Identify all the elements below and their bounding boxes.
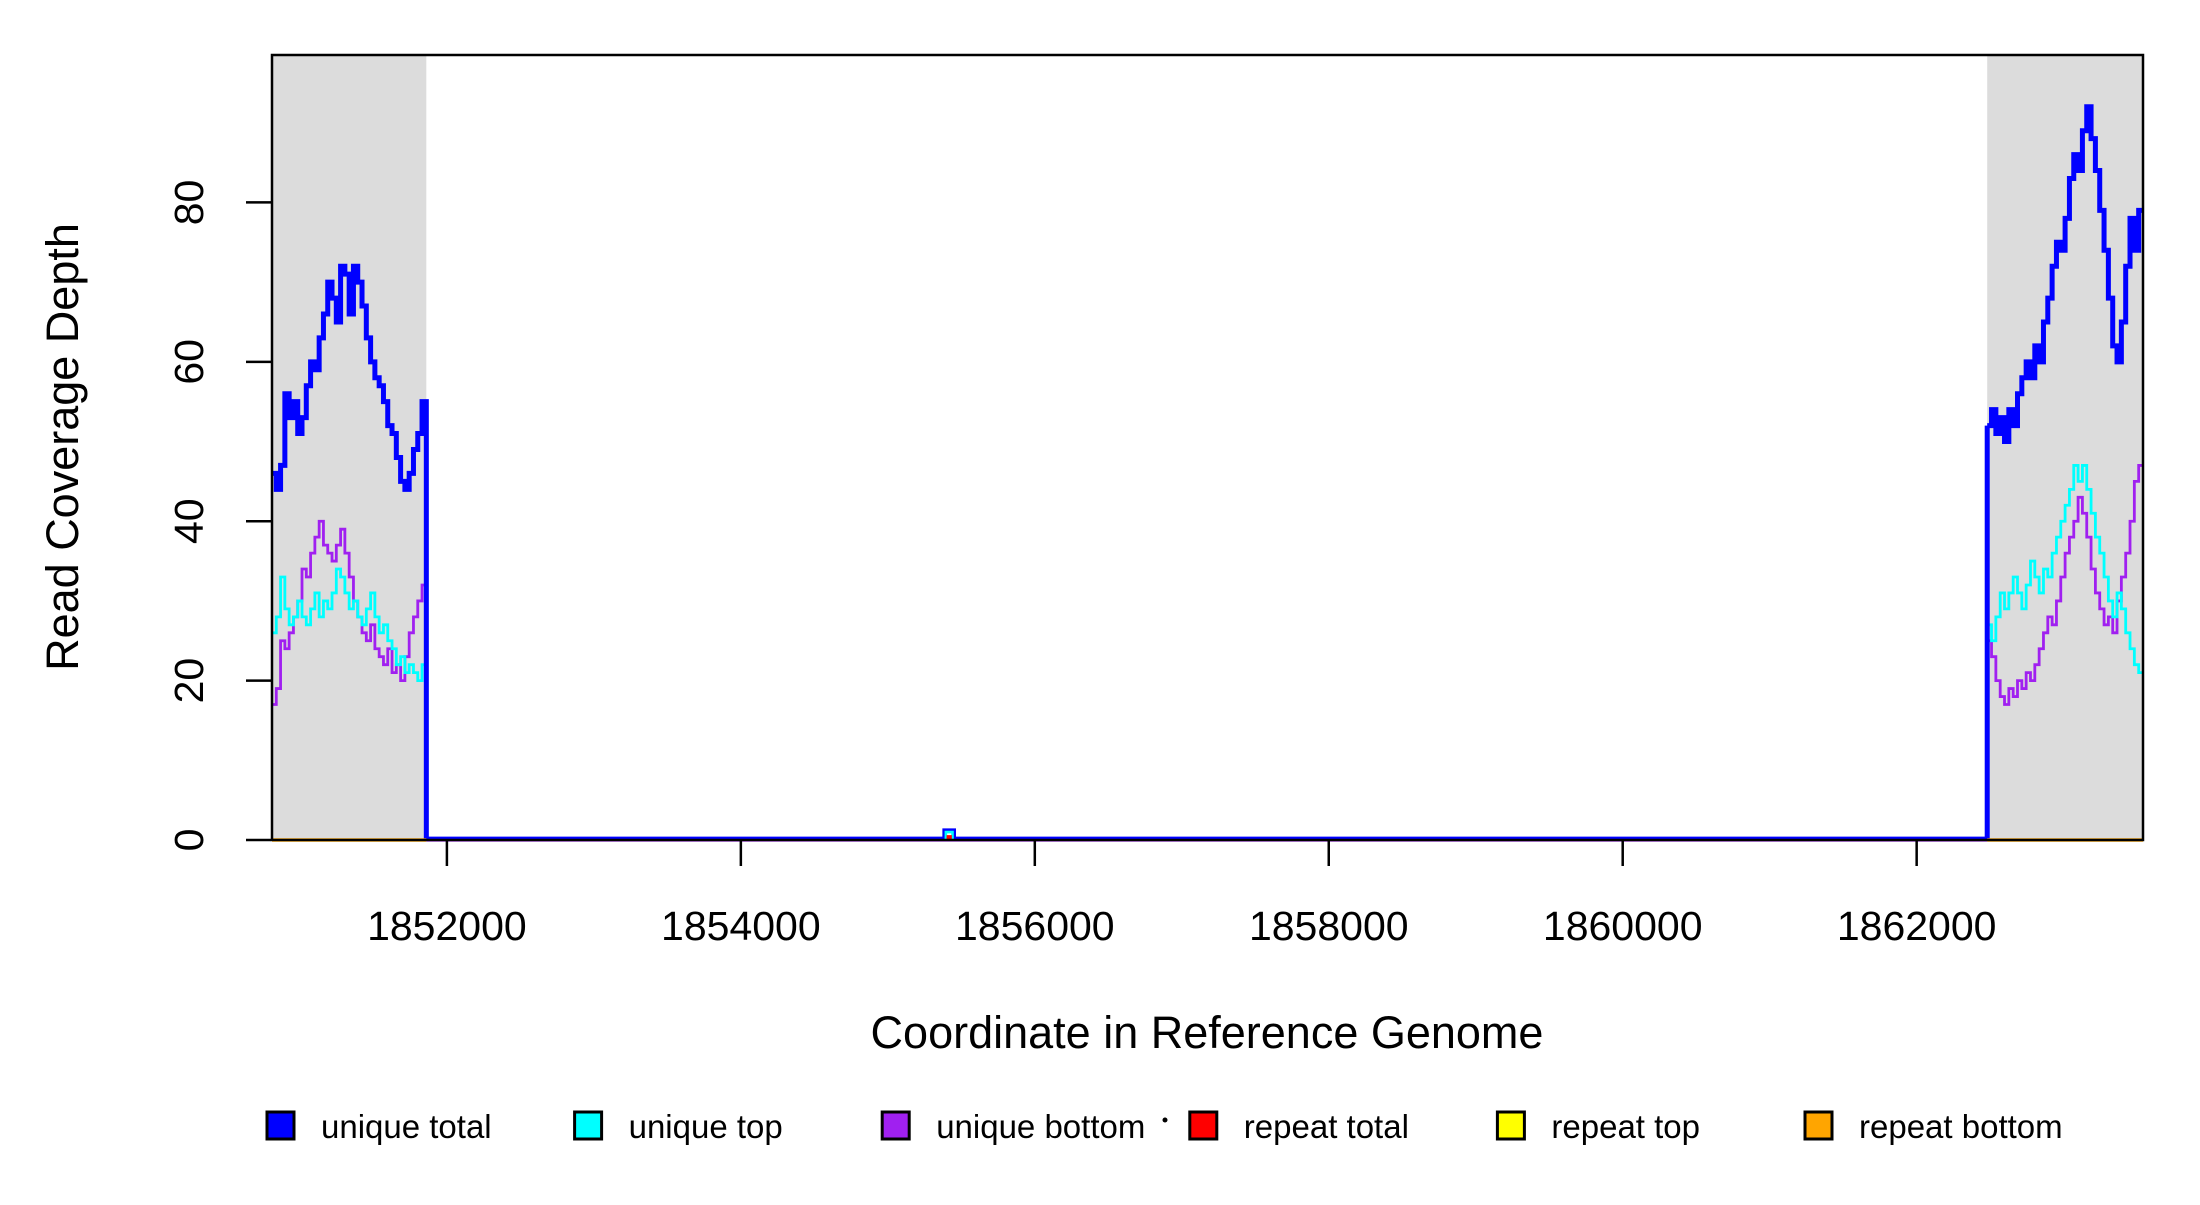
x-tick-label: 1858000 (1249, 903, 1409, 949)
legend-swatch-repeat-top (1495, 1110, 1526, 1141)
series-left-unique-total (272, 263, 429, 840)
blip-repeat-total (946, 835, 952, 840)
x-axis-title: Coordinate in Reference Genome (871, 1007, 1544, 1058)
y-tick-label: 0 (166, 829, 212, 852)
y-tick-label: 20 (166, 658, 212, 704)
shaded-region (1987, 54, 2143, 840)
blip-unique-top (944, 830, 954, 840)
x-tick-label: 1862000 (1837, 903, 1997, 949)
series-lines (272, 104, 2143, 842)
axes: 1852000 1854000 1856000 1858000 1860000 18620… (166, 180, 1997, 949)
legend-label-repeat-top: repeat top (1551, 1108, 1700, 1145)
x-tick-label: 1854000 (661, 903, 821, 949)
legend-label-unique-bottom: unique bottom (936, 1108, 1145, 1145)
legend-swatch-unique-bottom (880, 1110, 911, 1141)
series-left-unique-top (272, 567, 428, 840)
plot-border (270, 53, 2145, 842)
stray-dot (1162, 1117, 1168, 1123)
blip-unique-total (942, 828, 957, 840)
x-tick-label: 1860000 (1543, 903, 1703, 949)
legend-swatch-repeat-bottom (1803, 1110, 1834, 1141)
legend-swatch-unique-total (265, 1110, 296, 1141)
legend-swatch-repeat-total (1188, 1110, 1219, 1141)
legend-label-repeat-bottom: repeat bottom (1859, 1108, 2063, 1145)
y-axis-title: Read Coverage Depth (37, 223, 88, 671)
series-right-unique-total (1984, 104, 2143, 840)
legend-label-unique-total: unique total (321, 1108, 492, 1145)
x-tick-label: 1852000 (367, 903, 527, 949)
legend-label-unique-top: unique top (629, 1108, 783, 1145)
legend-label-repeat-total: repeat total (1244, 1108, 1409, 1145)
legend: unique total unique top unique bottom repea… (265, 1108, 2063, 1145)
legend-swatch-unique-top (573, 1110, 604, 1141)
shaded-regions (272, 54, 2143, 840)
shaded-region (272, 54, 427, 840)
y-tick-label: 80 (166, 180, 212, 226)
x-tick-label: 1856000 (955, 903, 1115, 949)
y-tick-label: 40 (166, 498, 212, 544)
y-tick-label: 60 (166, 339, 212, 385)
